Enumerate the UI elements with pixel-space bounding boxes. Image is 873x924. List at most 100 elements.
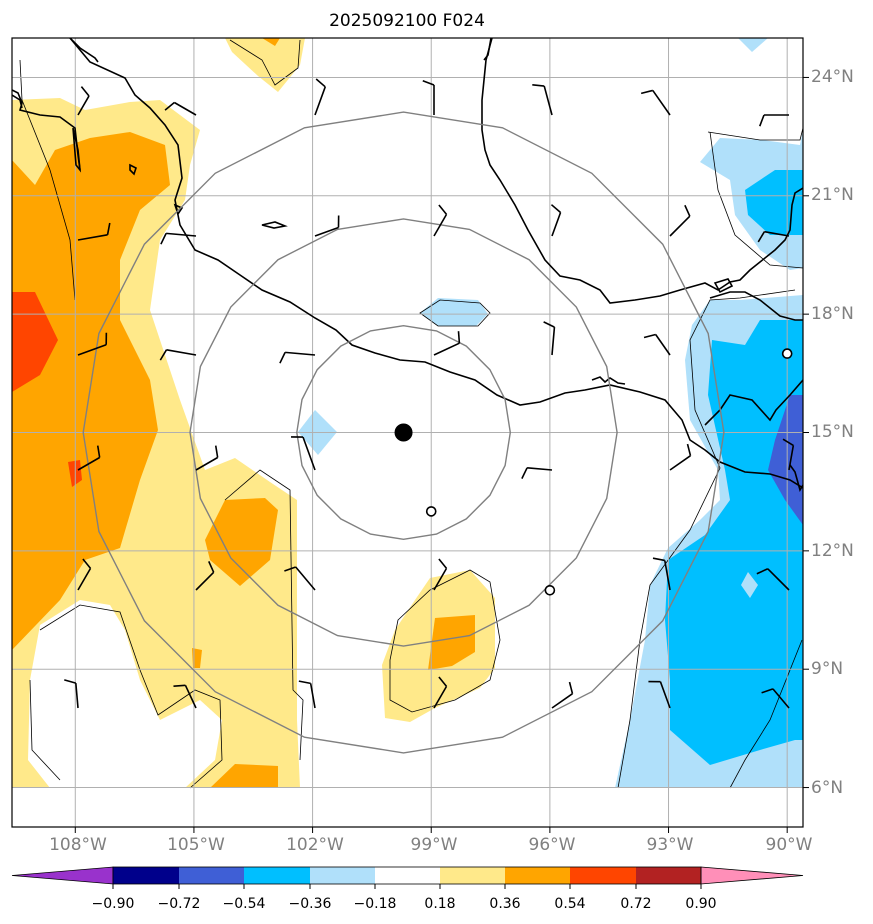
- wind-barb: [422, 79, 435, 115]
- coastlines: [12, 38, 803, 493]
- colorbar-tick-label: −0.18: [354, 896, 397, 912]
- colorbar-extend-min: [11, 866, 114, 885]
- wind-barb: [550, 204, 562, 237]
- negative-anomaly-shading: [298, 38, 803, 788]
- central-america-coast: [704, 379, 803, 426]
- wind-barb: [669, 443, 692, 471]
- coast-segment: [12, 94, 23, 109]
- lon-label: 93°W: [647, 835, 694, 855]
- colorbar-tick-label: −0.90: [92, 896, 135, 912]
- lon-label: 108°W: [49, 835, 107, 855]
- northeast-corner-n018: [738, 38, 768, 52]
- contour-line: [19, 59, 76, 301]
- colorbar-tick-label: −0.54: [223, 896, 266, 912]
- wind-barb: [164, 101, 197, 116]
- colorbar-frame: [112, 866, 702, 885]
- cuba-coast: [713, 278, 734, 294]
- colorbar-tick-label: −0.72: [158, 896, 201, 912]
- gulf-of-california-coast: [69, 38, 803, 489]
- wind-barb: [652, 557, 671, 591]
- observation-marker: [425, 506, 437, 517]
- contour-line: [389, 569, 501, 713]
- wind-barb: [195, 445, 219, 471]
- contour-line: [224, 469, 304, 761]
- lat-label: 9°N: [811, 659, 843, 679]
- lat-label: 21°N: [811, 185, 854, 205]
- colorbar-cell: [570, 867, 636, 884]
- central-contour-n018: [420, 298, 488, 326]
- colorbar-tick-label: 0.54: [554, 896, 585, 912]
- yucatan-coast: [709, 291, 803, 321]
- wind-barb: [314, 78, 327, 116]
- mid-contour-036: [205, 498, 278, 586]
- west-contour-036: [12, 132, 170, 650]
- lon-label: 96°W: [529, 835, 576, 855]
- colorbar-cell: [375, 867, 440, 884]
- baja-peninsula: [72, 127, 82, 173]
- colorbar-cell: [505, 867, 570, 884]
- wind-barb: [782, 438, 795, 471]
- observation-marker: [781, 348, 793, 359]
- wind-barb: [640, 89, 671, 116]
- contour-line: [707, 127, 803, 141]
- wind-barb: [761, 688, 790, 709]
- colorbar-tick-label: 0.18: [424, 896, 455, 912]
- lat-label: 15°N: [811, 422, 854, 442]
- graticule: [12, 38, 803, 827]
- positive-anomaly-shading: [12, 38, 495, 788]
- contour-line: [709, 131, 803, 269]
- wind-barb: [291, 436, 316, 471]
- wind-barb: [758, 114, 789, 127]
- colorbar-tick-label: 0.72: [620, 896, 651, 912]
- colorbar-cell: [636, 867, 701, 884]
- wind-barb: [160, 232, 197, 245]
- island-coast-2: [129, 163, 137, 176]
- central-contour-036: [428, 615, 475, 670]
- colorbar-cell: [179, 867, 244, 884]
- wind-barb: [77, 445, 101, 471]
- lat-axis-labels: 24°N 21°N 18°N 15°N 12°N 9°N 6°N: [811, 67, 854, 798]
- wind-barb: [298, 680, 316, 709]
- east-contour-n036: [665, 320, 803, 765]
- lon-label: 90°W: [766, 835, 813, 855]
- wind-barb: [279, 351, 316, 364]
- wind-barb: [532, 84, 553, 116]
- contour-line: [729, 639, 803, 789]
- wind-barb: [195, 561, 215, 591]
- wind-barb: [433, 331, 461, 356]
- colorbar-cell: [113, 867, 179, 884]
- island-coast-3: [173, 203, 184, 216]
- contour-line: [39, 604, 223, 789]
- contour-line: [617, 289, 796, 789]
- colorbar-tick-label: −0.36: [289, 896, 332, 912]
- hole-contour-n018: [741, 572, 758, 598]
- lat-label: 18°N: [811, 304, 854, 324]
- wind-barb: [77, 222, 111, 241]
- contour-outlines: [19, 39, 803, 789]
- range-ring: [82, 111, 725, 754]
- wind-barb: [756, 568, 790, 591]
- colorbar-tick-label: 0.90: [685, 896, 716, 912]
- northeast-contour-n036: [745, 170, 803, 235]
- gulf-of-mexico-coast: [481, 38, 803, 304]
- colorbar-cell: [440, 867, 505, 884]
- wind-barbs: [64, 78, 795, 709]
- wind-barb: [521, 467, 553, 479]
- wind-barb: [284, 566, 316, 591]
- map-panel: [12, 38, 803, 827]
- observation-marker: [544, 584, 556, 596]
- wind-barb: [173, 684, 197, 709]
- wind-barb: [543, 321, 556, 356]
- small-contour-036: [192, 648, 202, 668]
- contour-line: [29, 679, 61, 781]
- wind-barb: [433, 204, 448, 237]
- northtop-contour-036: [262, 38, 280, 46]
- lon-label: 99°W: [411, 835, 458, 855]
- west-contour-054: [12, 292, 58, 392]
- lon-label: 102°W: [286, 835, 344, 855]
- axis-ticks: [74, 76, 809, 833]
- lon-label: 105°W: [167, 835, 225, 855]
- wind-barb: [314, 215, 340, 237]
- range-ring: [189, 218, 618, 647]
